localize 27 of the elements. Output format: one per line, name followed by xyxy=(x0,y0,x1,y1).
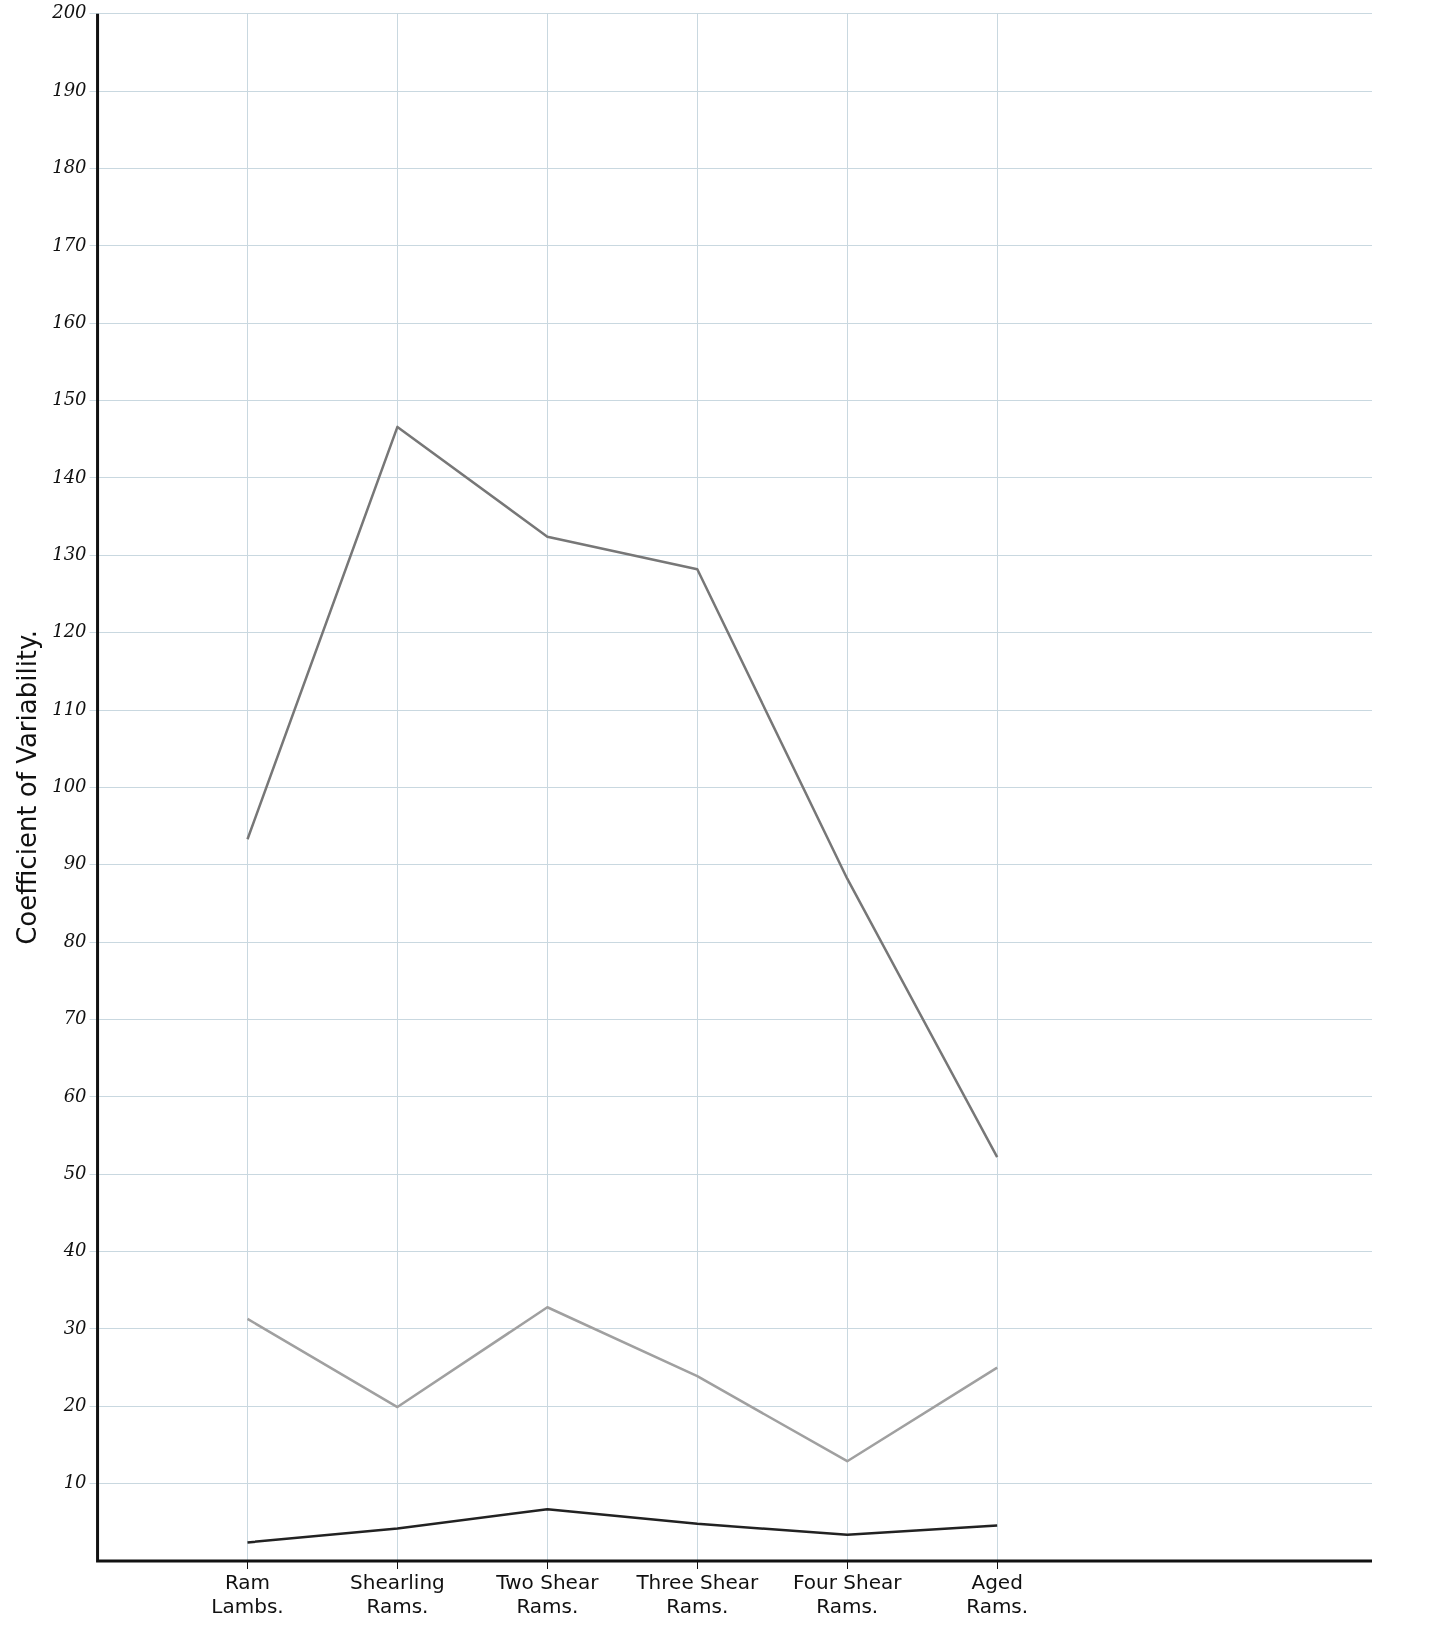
y-tick-label: 60 xyxy=(63,1084,87,1106)
x-tick-label: Ram Lambs. xyxy=(211,1570,284,1619)
y-tick-label: 190 xyxy=(52,78,87,100)
x-tick-label: Four Shear Rams. xyxy=(793,1570,903,1619)
y-tick-label: 120 xyxy=(52,620,87,642)
x-tick-label: Two Shear Rams. xyxy=(495,1570,600,1619)
y-tick-label: 160 xyxy=(52,310,87,332)
y-tick-label: 20 xyxy=(62,1393,87,1415)
y-tick-label: 80 xyxy=(63,929,87,951)
y-tick-label: 180 xyxy=(52,156,87,178)
y-tick-label: 110 xyxy=(52,697,87,719)
y-tick-label: 90 xyxy=(63,852,87,874)
x-tick-label: Three Shear Rams. xyxy=(635,1570,759,1619)
y-tick-label: 150 xyxy=(52,388,87,410)
y-tick-label: 140 xyxy=(52,465,87,487)
y-tick-label: 10 xyxy=(63,1471,87,1493)
y-tick-label: 100 xyxy=(52,775,87,797)
y-tick-label: 40 xyxy=(62,1239,87,1261)
y-tick-label: 200 xyxy=(51,1,87,23)
y-tick-label: 170 xyxy=(52,233,87,255)
y-tick-label: 30 xyxy=(63,1316,87,1338)
y-tick-label: 130 xyxy=(52,542,87,564)
x-tick-label: Aged Rams. xyxy=(966,1570,1029,1619)
x-tick-label: Shearling Rams. xyxy=(350,1570,445,1619)
y-axis-title: Coefficient of Variability. xyxy=(12,629,43,945)
y-tick-label: 70 xyxy=(63,1007,87,1029)
y-tick-label: 50 xyxy=(63,1161,87,1183)
